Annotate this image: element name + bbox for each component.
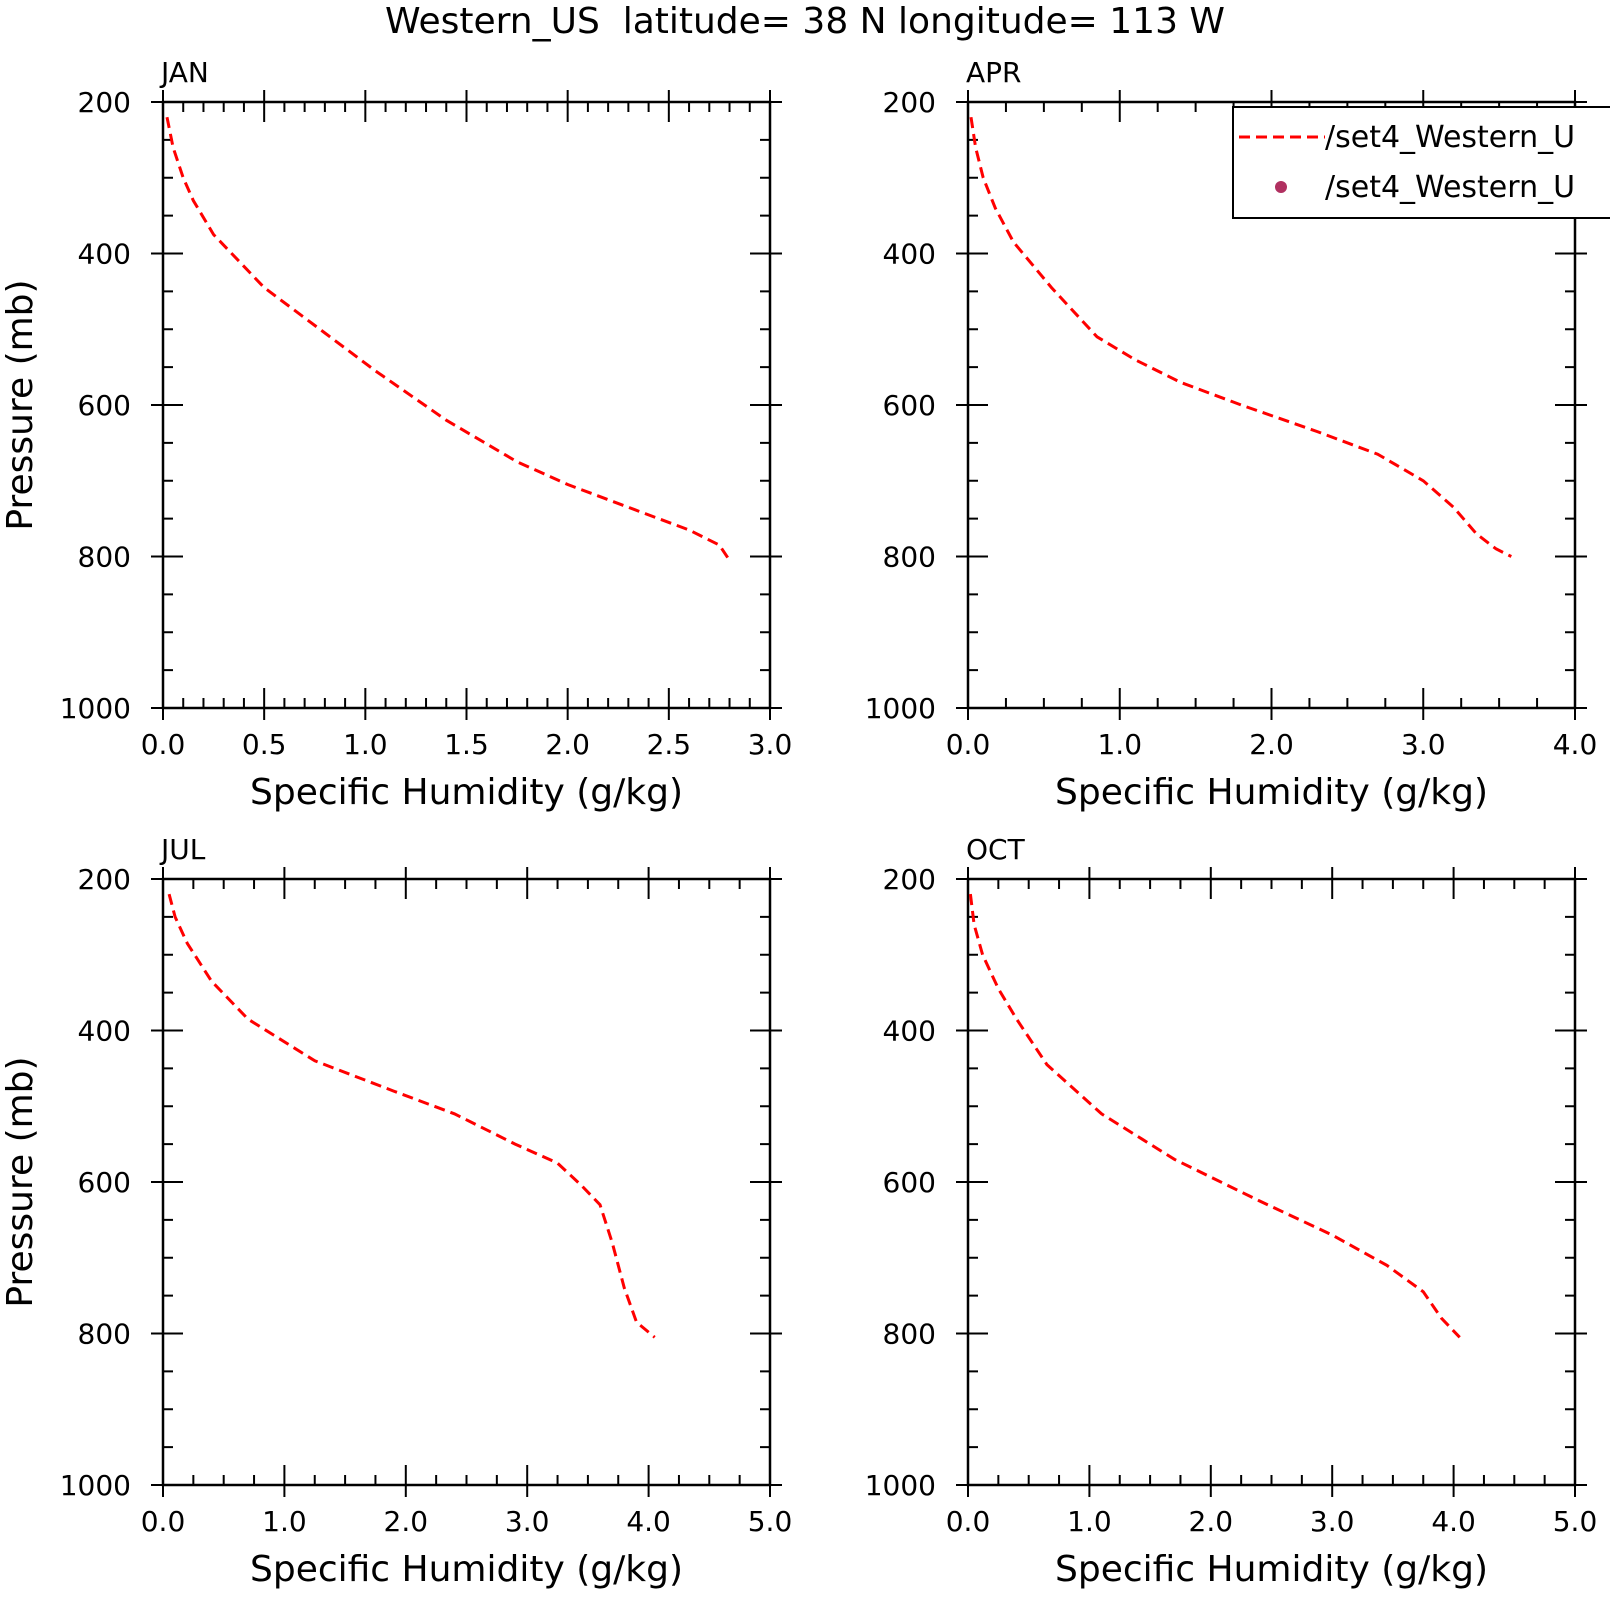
panel-label: JAN bbox=[159, 56, 209, 89]
y-axis-label: Pressure (mb) bbox=[0, 279, 41, 530]
x-tick-label: 0.5 bbox=[242, 728, 287, 761]
y-axis-label: Pressure (mb) bbox=[0, 1056, 41, 1307]
figure-title: Western_US latitude= 38 N longitude= 113… bbox=[385, 1, 1225, 42]
y-tick-label: 200 bbox=[78, 863, 131, 896]
y-tick-label: 200 bbox=[78, 86, 131, 119]
legend-entry-label: /set4_Western_U bbox=[1325, 120, 1575, 155]
y-tick-label: 200 bbox=[883, 86, 936, 119]
y-tick-label: 400 bbox=[883, 1015, 936, 1048]
y-tick-label: 600 bbox=[883, 389, 936, 422]
panel-label: OCT bbox=[966, 833, 1026, 866]
x-tick-label: 2.0 bbox=[1189, 1505, 1234, 1538]
y-tick-label: 400 bbox=[883, 238, 936, 271]
x-tick-label: 0.0 bbox=[141, 1505, 186, 1538]
x-axis-label: Specific Humidity (g/kg) bbox=[250, 1549, 683, 1590]
panel-apr: 200 400 600 800 1000 0.0 1.0 2.0 3.0 4.0 Specific … bbox=[865, 56, 1598, 813]
y-tick-label: 600 bbox=[883, 1166, 936, 1199]
x-tick-label: 1.0 bbox=[343, 728, 388, 761]
panel-oct: 200 400 600 800 1000 0.0 1.0 2.0 3.0 4.0 5.0 Specif… bbox=[865, 833, 1598, 1590]
y-tick-label: 200 bbox=[883, 863, 936, 896]
plot-frame bbox=[161, 877, 772, 1487]
x-tick-label: 4.0 bbox=[1553, 728, 1598, 761]
y-tick-label: 800 bbox=[78, 1318, 131, 1351]
x-tick-label: 0.0 bbox=[141, 728, 186, 761]
legend-dot-swatch bbox=[1275, 181, 1287, 193]
panel-label: APR bbox=[966, 56, 1022, 89]
x-tick-label: 3.0 bbox=[748, 728, 793, 761]
x-tick-label: 4.0 bbox=[626, 1505, 671, 1538]
x-tick-label: 2.0 bbox=[384, 1505, 429, 1538]
plot-frame bbox=[161, 100, 772, 710]
x-tick-label: 3.0 bbox=[1401, 728, 1446, 761]
panel-jan: 200 400 600 800 1000 0.0 0.5 1.0 1.5 2.0 2.5 3.0 Spe… bbox=[0, 56, 792, 813]
series-line bbox=[969, 116, 1512, 558]
panel-jul: 200 400 600 800 1000 0.0 1.0 2.0 3.0 4.0 5.0 Specif… bbox=[0, 833, 792, 1590]
y-tick-label: 600 bbox=[78, 1166, 131, 1199]
y-tick-label: 800 bbox=[78, 541, 131, 574]
x-axis-label: Specific Humidity (g/kg) bbox=[250, 772, 683, 813]
x-axis-label: Specific Humidity (g/kg) bbox=[1055, 772, 1488, 813]
x-tick-label: 2.0 bbox=[545, 728, 590, 761]
x-tick-label: 4.0 bbox=[1431, 1505, 1476, 1538]
x-tick-label: 1.5 bbox=[444, 728, 489, 761]
x-tick-label: 5.0 bbox=[1553, 1505, 1598, 1538]
x-tick-label: 3.0 bbox=[1310, 1505, 1355, 1538]
panel-label: JUL bbox=[159, 833, 206, 866]
panels-group: 200 400 600 800 1000 0.0 0.5 1.0 1.5 2.0 2.5 3.0 Spe… bbox=[0, 56, 1597, 1590]
y-tick-label: 800 bbox=[883, 1318, 936, 1351]
x-tick-label: 0.0 bbox=[946, 728, 991, 761]
x-tick-label: 2.0 bbox=[1249, 728, 1294, 761]
x-tick-label: 0.0 bbox=[946, 1505, 991, 1538]
x-tick-label: 1.0 bbox=[262, 1505, 307, 1538]
y-tick-label: 800 bbox=[883, 541, 936, 574]
legend: /set4_Western_U/set4_Western_U bbox=[1232, 106, 1610, 219]
x-tick-label: 1.0 bbox=[1067, 1505, 1112, 1538]
x-tick-label: 3.0 bbox=[505, 1505, 550, 1538]
x-tick-label: 5.0 bbox=[748, 1505, 793, 1538]
series-line bbox=[968, 893, 1461, 1339]
series-line bbox=[165, 116, 731, 562]
plot-frame bbox=[966, 877, 1577, 1487]
legend-entry-label: /set4_Western_U bbox=[1325, 170, 1575, 205]
y-tick-label: 1000 bbox=[865, 692, 936, 725]
legend-box bbox=[1232, 106, 1610, 219]
y-tick-label: 600 bbox=[78, 389, 131, 422]
series-line bbox=[167, 893, 656, 1339]
y-tick-label: 400 bbox=[78, 1015, 131, 1048]
y-tick-label: 400 bbox=[78, 238, 131, 271]
x-tick-label: 1.0 bbox=[1097, 728, 1142, 761]
x-tick-label: 2.5 bbox=[647, 728, 692, 761]
y-tick-label: 1000 bbox=[865, 1469, 936, 1502]
x-axis-label: Specific Humidity (g/kg) bbox=[1055, 1549, 1488, 1590]
y-tick-label: 1000 bbox=[60, 692, 131, 725]
y-tick-label: 1000 bbox=[60, 1469, 131, 1502]
